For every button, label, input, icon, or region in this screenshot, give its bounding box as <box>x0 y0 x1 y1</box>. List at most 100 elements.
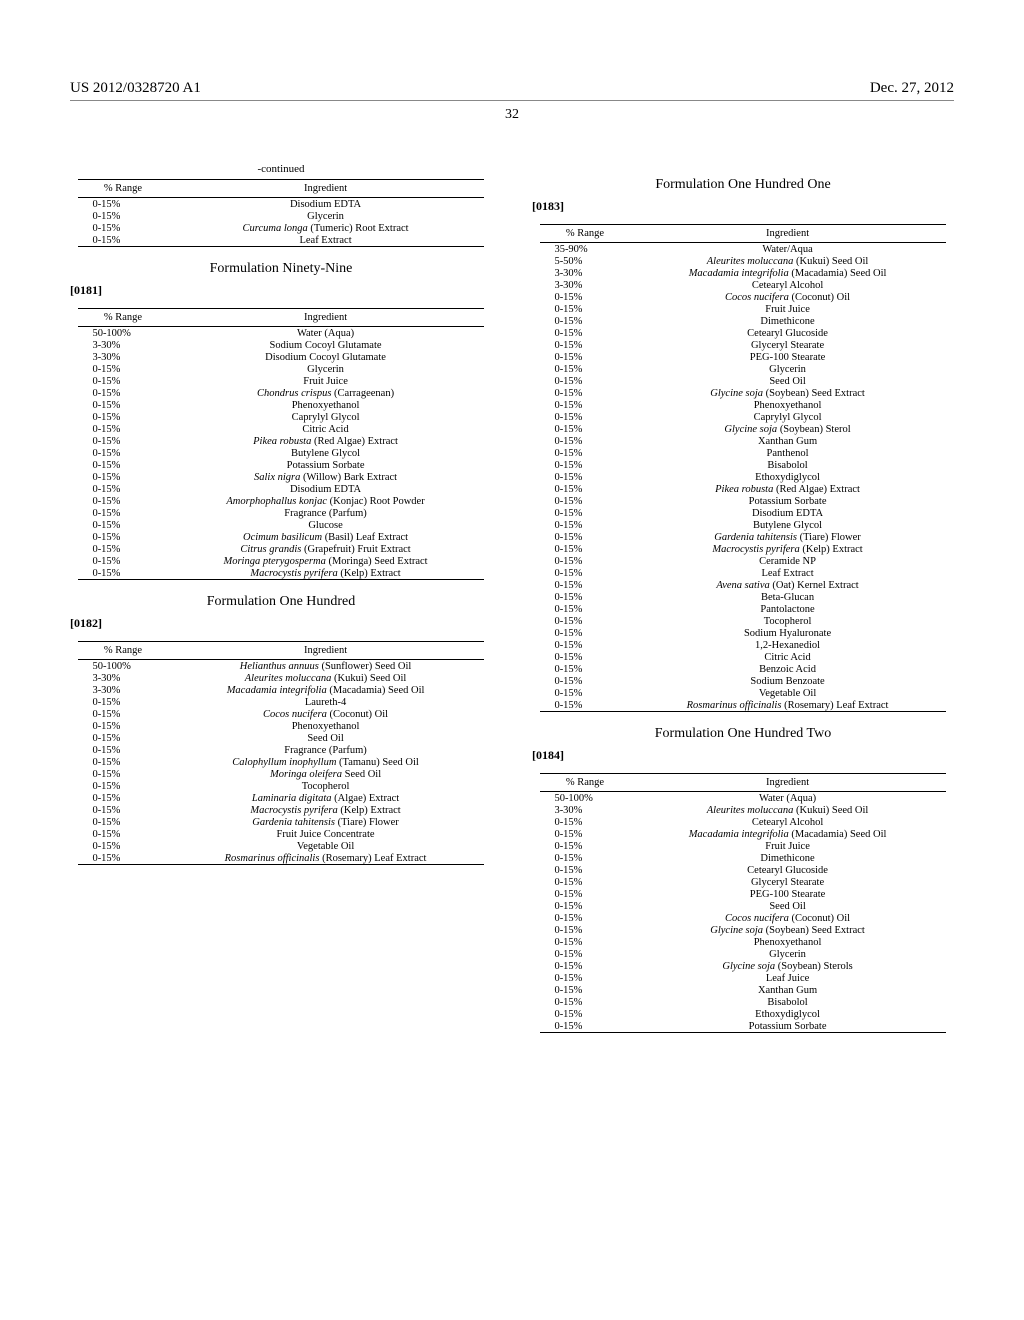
ingredient-name: Water/Aqua <box>630 243 946 255</box>
ingredient-name: Citric Acid <box>168 423 484 435</box>
paragraph-number: [0181] <box>70 283 492 298</box>
percent-range: 0-15% <box>78 852 167 865</box>
table-row: 3-30%Sodium Cocoyl Glutamate <box>78 339 483 351</box>
ingredient-name: Disodium EDTA <box>630 507 946 519</box>
percent-range: 0-15% <box>540 972 629 984</box>
table-row: 0-15%Fragrance (Parfum) <box>78 507 483 519</box>
table-row: 0-15%Macrocystis pyrifera (Kelp) Extract <box>78 567 483 580</box>
ingredient-name: Sodium Cocoyl Glutamate <box>168 339 484 351</box>
right-column: Formulation One Hundred One [0183] % Range… <box>532 163 954 1047</box>
percent-range: 0-15% <box>78 507 167 519</box>
percent-range: 0-15% <box>540 912 629 924</box>
percent-range: 0-15% <box>540 483 629 495</box>
table-row: 0-15%Phenoxyethanol <box>78 720 483 732</box>
table-row: 0-15%Tocopherol <box>78 780 483 792</box>
percent-range: 0-15% <box>78 543 167 555</box>
ingredient-name: Phenoxyethanol <box>168 720 484 732</box>
ingredient-name: Xanthan Gum <box>630 435 946 447</box>
ingredient-name: Glycerin <box>630 363 946 375</box>
col-ingredient-header: Ingredient <box>168 180 484 198</box>
percent-range: 0-15% <box>540 591 629 603</box>
table-row: 0-15%Glycerin <box>540 948 945 960</box>
percent-range: 0-15% <box>540 852 629 864</box>
formulation-title: Formulation One Hundred One <box>532 177 954 193</box>
table-row: 0-15%Benzoic Acid <box>540 663 945 675</box>
ingredient-name: Cetearyl Alcohol <box>630 279 946 291</box>
table-row: 0-15%Citric Acid <box>78 423 483 435</box>
percent-range: 0-15% <box>540 675 629 687</box>
paragraph-number: [0182] <box>70 616 492 631</box>
table-row: 0-15%Glycerin <box>78 363 483 375</box>
ingredient-name: Gardenia tahitensis (Tiare) Flower <box>630 531 946 543</box>
ingredient-name: Pantolactone <box>630 603 946 615</box>
ingredient-name: Phenoxyethanol <box>168 399 484 411</box>
table-row: 0-15%Gardenia tahitensis (Tiare) Flower <box>78 816 483 828</box>
table-row: 0-15%Citric Acid <box>540 651 945 663</box>
table-row: 0-15%Cocos nucifera (Coconut) Oil <box>78 708 483 720</box>
ingredient-name: Glycerin <box>168 210 484 222</box>
table-row: 3-30%Aleurites moluccana (Kukui) Seed Oi… <box>78 672 483 684</box>
percent-range: 0-15% <box>78 816 167 828</box>
percent-range: 0-15% <box>78 708 167 720</box>
percent-range: 0-15% <box>540 627 629 639</box>
ingredient-name: Leaf Extract <box>630 567 946 579</box>
percent-range: 0-15% <box>540 291 629 303</box>
table-row: 0-15%Moringa pterygosperma (Moringa) See… <box>78 555 483 567</box>
patent-date: Dec. 27, 2012 <box>870 80 954 97</box>
table-row: 0-15%Cetearyl Glucoside <box>540 864 945 876</box>
table-row: 0-15%Butylene Glycol <box>540 519 945 531</box>
table-row: 0-15%Sodium Hyaluronate <box>540 627 945 639</box>
table-row: 0-15%Chondrus crispus (Carrageenan) <box>78 387 483 399</box>
ingredient-name: Cocos nucifera (Coconut) Oil <box>630 912 946 924</box>
percent-range: 3-30% <box>540 804 629 816</box>
ingredient-name: PEG-100 Stearate <box>630 351 946 363</box>
table-row: 0-15%Seed Oil <box>540 900 945 912</box>
percent-range: 3-30% <box>78 351 167 363</box>
table-row: 0-15%Potassium Sorbate <box>540 1020 945 1033</box>
ingredient-name: Beta-Glucan <box>630 591 946 603</box>
percent-range: 5-50% <box>540 255 629 267</box>
ingredient-name: Bisabolol <box>630 996 946 1008</box>
ingredient-name: Phenoxyethanol <box>630 399 946 411</box>
ingredient-name: Pikea robusta (Red Algae) Extract <box>630 483 946 495</box>
ingredient-name: Avena sativa (Oat) Kernel Extract <box>630 579 946 591</box>
ingredient-name: Glyceryl Stearate <box>630 339 946 351</box>
paragraph-number: [0183] <box>532 199 954 214</box>
ingredient-name: Seed Oil <box>168 732 484 744</box>
percent-range: 0-15% <box>540 651 629 663</box>
table-row: 0-15%Cocos nucifera (Coconut) Oil <box>540 291 945 303</box>
table-row: 0-15%Vegetable Oil <box>78 840 483 852</box>
col-ingredient-header: Ingredient <box>168 642 484 660</box>
percent-range: 35-90% <box>540 243 629 255</box>
table-row: 0-15%Ethoxydiglycol <box>540 471 945 483</box>
percent-range: 0-15% <box>540 327 629 339</box>
formulation-title: Formulation Ninety-Nine <box>70 261 492 277</box>
percent-range: 0-15% <box>540 996 629 1008</box>
table-row: 0-15%Xanthan Gum <box>540 435 945 447</box>
ingredient-name: Leaf Extract <box>168 234 484 247</box>
table-row: 0-15%Fruit Juice <box>540 303 945 315</box>
table-row: 0-15%PEG-100 Stearate <box>540 888 945 900</box>
table-row: 0-15%Panthenol <box>540 447 945 459</box>
ingredient-name: Seed Oil <box>630 375 946 387</box>
formulation-title: Formulation One Hundred <box>70 594 492 610</box>
ingredient-name: Panthenol <box>630 447 946 459</box>
ingredient-name: Rosmarinus officinalis (Rosemary) Leaf E… <box>630 699 946 712</box>
col-range-header: % Range <box>540 225 629 243</box>
ingredient-name: Phenoxyethanol <box>630 936 946 948</box>
percent-range: 0-15% <box>78 423 167 435</box>
table-row: 0-15%Leaf Extract <box>540 567 945 579</box>
percent-range: 50-100% <box>540 792 629 804</box>
table-row: 0-15%Pantolactone <box>540 603 945 615</box>
percent-range: 0-15% <box>540 579 629 591</box>
table-row: 0-15%Cetearyl Alcohol <box>540 816 945 828</box>
table-row: 0-15%Dimethicone <box>540 315 945 327</box>
percent-range: 0-15% <box>78 387 167 399</box>
percent-range: 3-30% <box>78 339 167 351</box>
ingredient-name: Tocopherol <box>630 615 946 627</box>
ingredient-name: Butylene Glycol <box>168 447 484 459</box>
ingredient-name: Ethoxydiglycol <box>630 471 946 483</box>
col-ingredient-header: Ingredient <box>168 309 484 327</box>
percent-range: 0-15% <box>540 960 629 972</box>
table-row: 0-15%Glycine soja (Soybean) Seed Extract <box>540 924 945 936</box>
